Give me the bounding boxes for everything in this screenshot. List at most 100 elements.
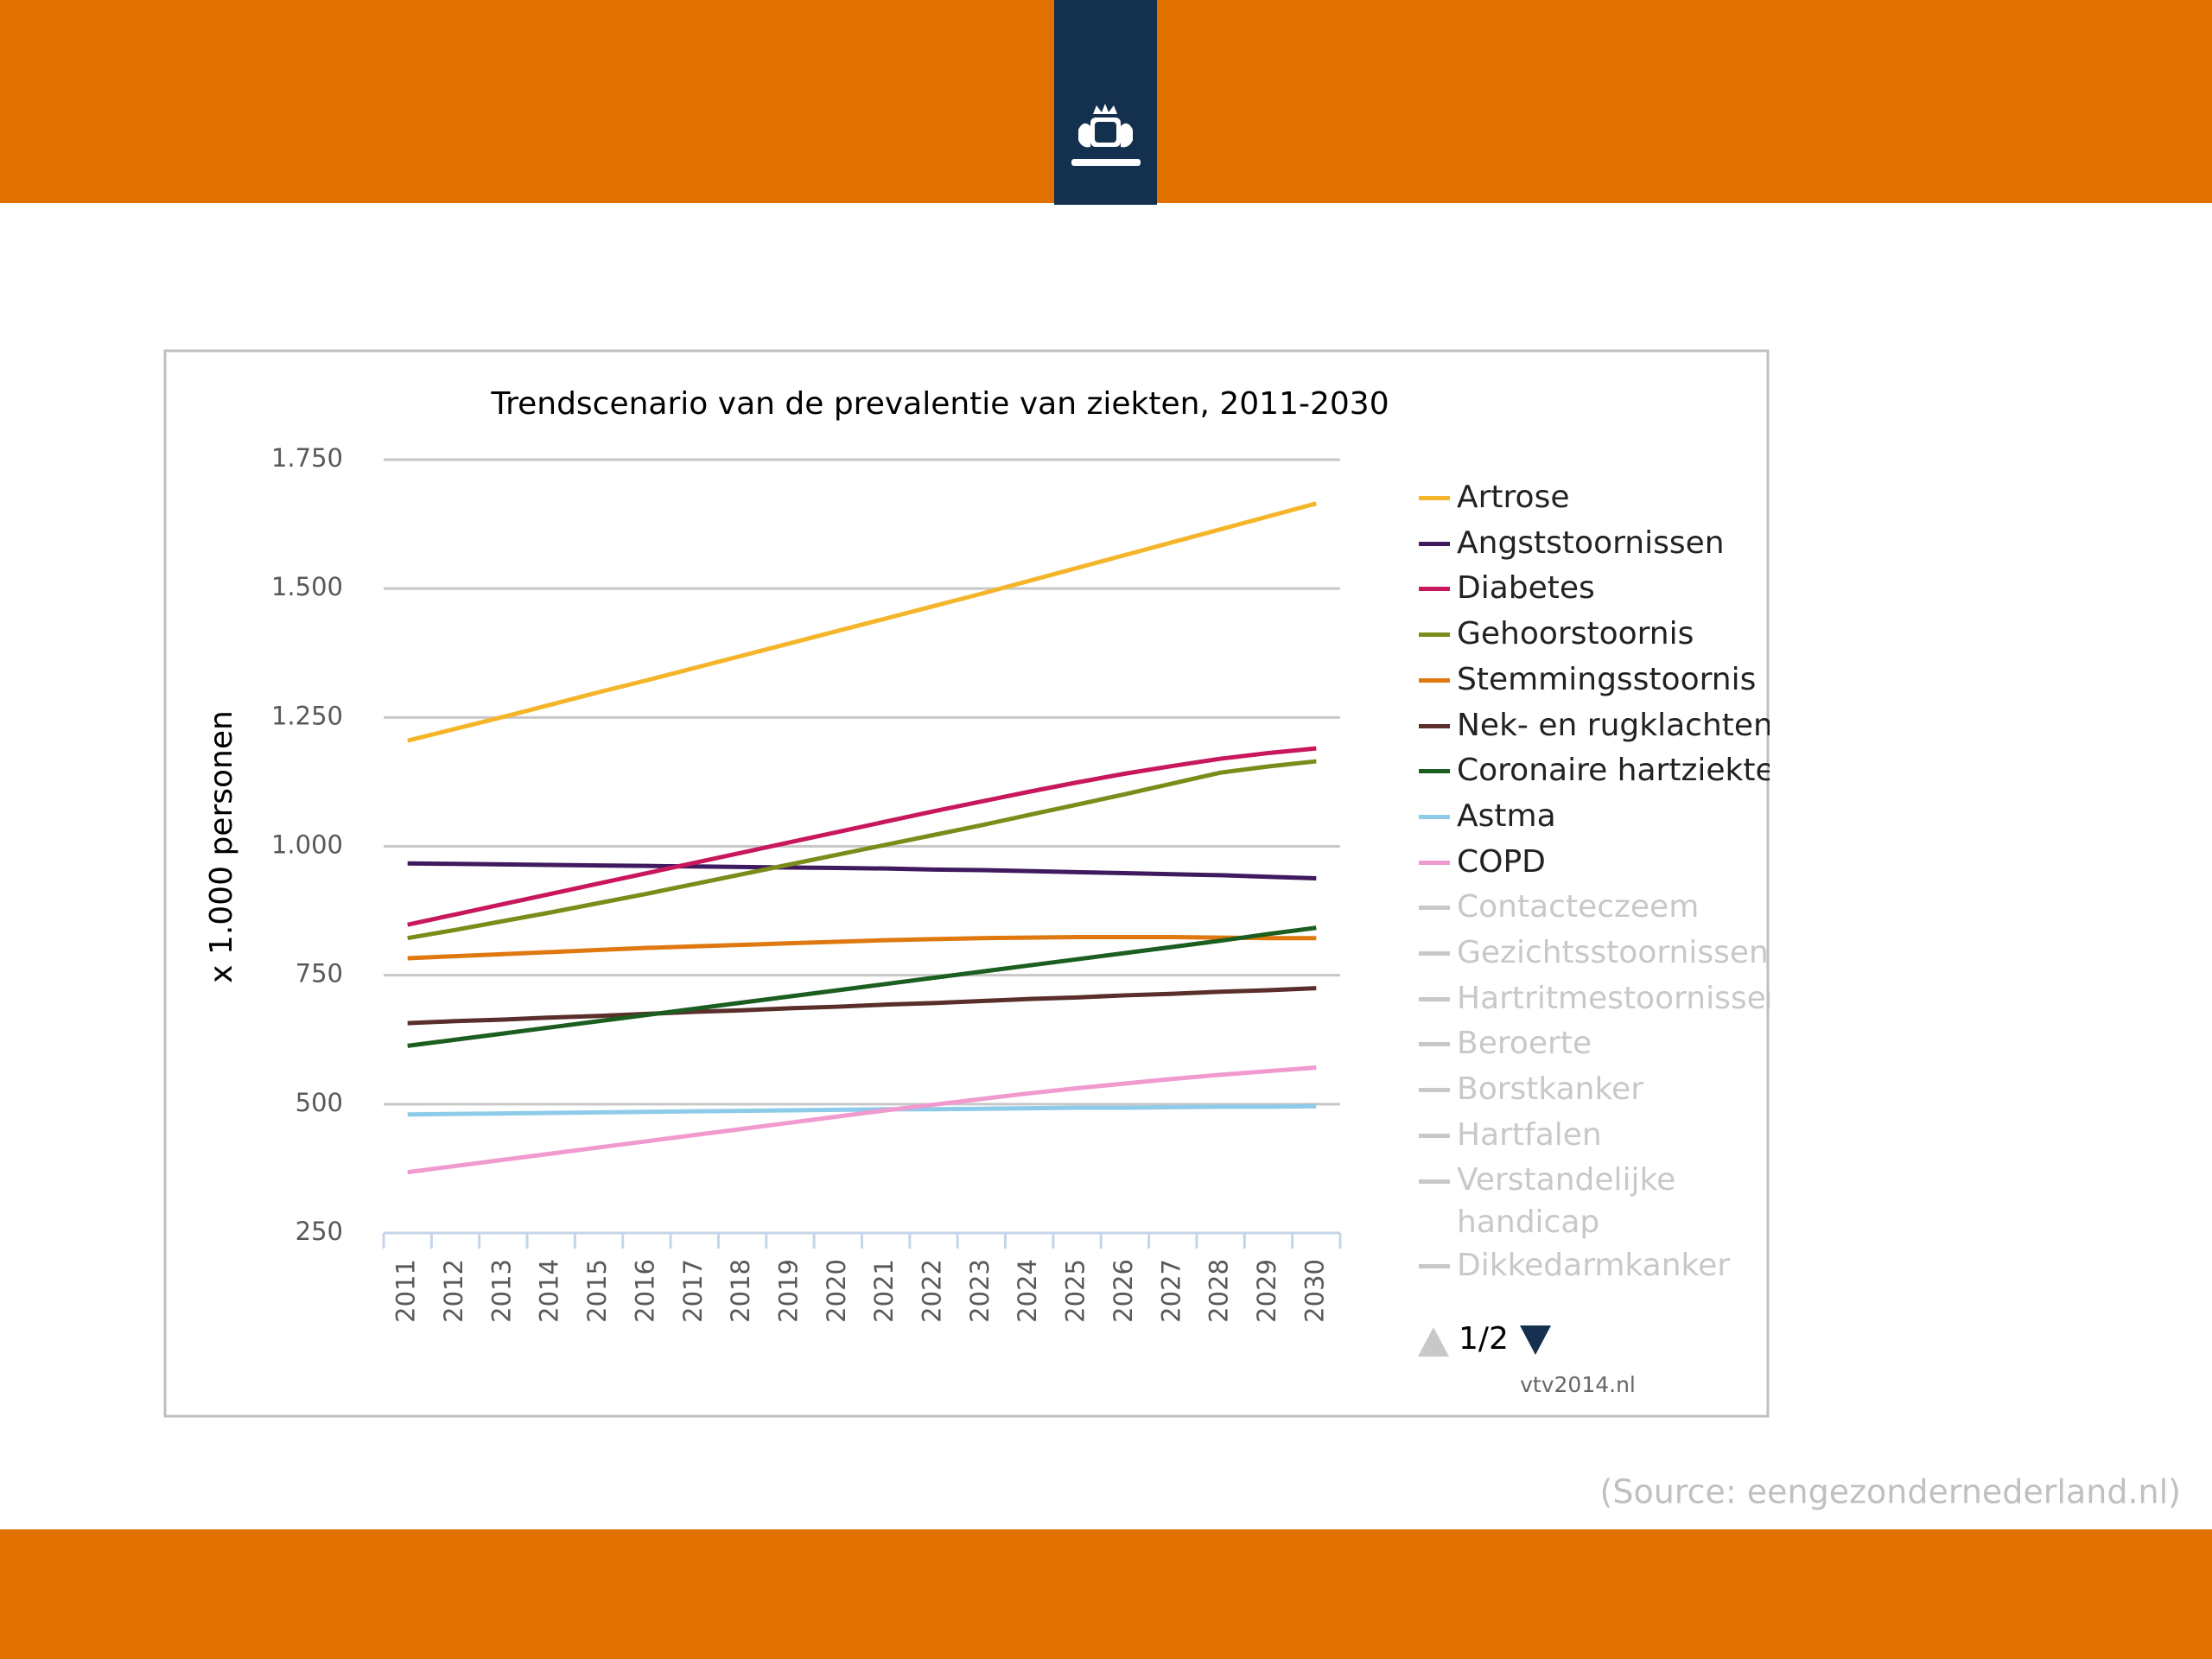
legend-item[interactable]: Beroerte	[1414, 1021, 1770, 1067]
legend-label: Beroerte	[1457, 1026, 1592, 1062]
legend-swatch	[1419, 814, 1450, 819]
source-note: (Source: eengezondernederland.nl)	[1600, 1473, 2181, 1511]
legend-item[interactable]: Gezichtsstoornissen	[1414, 931, 1770, 976]
legend-pager[interactable]: 1/2	[1459, 1321, 1509, 1357]
legend-swatch	[1419, 496, 1450, 500]
legend-swatch	[1419, 1263, 1450, 1268]
x-tick-label: 2029	[1252, 1259, 1281, 1323]
legend-item[interactable]: Gehoorstoornis	[1414, 612, 1770, 658]
legend-item[interactable]: Artrose	[1414, 475, 1770, 521]
chart-title: Trendscenario van de prevalentie van zie…	[490, 386, 1389, 422]
legend-label: Gezichtsstoornissen	[1457, 935, 1769, 971]
legend: Artrose Angststoornissen Diabetes Gehoorsto…	[1414, 475, 1770, 1305]
legend-item[interactable]: Coronaire hartziekten	[1414, 748, 1770, 794]
legend-swatch	[1419, 632, 1450, 638]
y-tick-label: 1.250	[271, 701, 343, 730]
x-tick-label: 2025	[1061, 1259, 1090, 1323]
line-series	[407, 501, 1317, 743]
x-tick-label: 2014	[535, 1259, 564, 1323]
legend-label: Diabetes	[1457, 570, 1595, 607]
legend-swatch	[1419, 996, 1450, 1001]
legend-swatch	[1419, 1179, 1450, 1184]
x-tick-label: 2027	[1156, 1259, 1185, 1323]
legend-label: Angststoornissen	[1457, 524, 1725, 561]
legend-swatch	[1419, 951, 1450, 957]
x-tick-label: 2024	[1013, 1259, 1042, 1323]
x-tick-label: 2020	[822, 1259, 851, 1323]
x-tick-label: 2028	[1205, 1259, 1234, 1323]
y-axis-label: x 1.000 personen	[204, 710, 239, 983]
legend-swatch	[1419, 541, 1450, 546]
legend-label: Hartfalen	[1457, 1116, 1602, 1153]
legend-item[interactable]: Astma	[1414, 794, 1770, 840]
legend-swatch	[1419, 1133, 1450, 1138]
legend-item[interactable]: Verstandelijke handicap	[1414, 1159, 1770, 1243]
x-tick-label: 2017	[678, 1259, 708, 1323]
legend-label: Gehoorstoornis	[1457, 616, 1694, 652]
legend-item[interactable]: Stemmingsstoornis	[1414, 658, 1770, 703]
legend-label: Contacteczeem	[1457, 889, 1700, 925]
legend-swatch	[1419, 769, 1450, 774]
bottom-bar	[0, 1529, 2212, 1659]
legend-swatch	[1419, 587, 1450, 592]
line-series	[407, 1065, 1317, 1175]
x-tick-label: 2016	[630, 1259, 659, 1323]
x-tick-label: 2022	[918, 1259, 947, 1323]
x-tick-label: 2015	[582, 1259, 612, 1323]
y-tick-label: 750	[296, 959, 343, 988]
legend-label: Astma	[1457, 798, 1556, 834]
legend-label: Artrose	[1457, 480, 1570, 515]
x-tick-label: 2019	[773, 1259, 803, 1323]
legend-label: Hartritmestoornissen	[1457, 980, 1770, 1016]
line-series	[407, 746, 1317, 927]
legend-label: COPD	[1457, 843, 1546, 880]
legend-label: Coronaire hartziekten	[1457, 753, 1770, 789]
legend-item[interactable]: Dikkedarmkanker	[1414, 1243, 1770, 1289]
legend-item[interactable]: Diabetes	[1414, 566, 1770, 612]
legend-label: Stemmingsstoornis	[1457, 661, 1757, 697]
y-tick-label: 250	[296, 1217, 343, 1246]
logo-shield	[1095, 122, 1116, 143]
legend-item[interactable]: Contacteczeem	[1414, 885, 1770, 931]
x-tick-label: 2018	[726, 1259, 755, 1323]
x-tick-label: 2023	[965, 1259, 995, 1323]
line-series	[407, 861, 1317, 880]
line-series	[407, 935, 1317, 961]
x-tick-label: 2021	[869, 1259, 899, 1323]
legend-item[interactable]: Hartritmestoornissen	[1414, 976, 1770, 1022]
credit: vtv2014.nl	[1520, 1372, 1636, 1397]
pager-up[interactable]	[1418, 1327, 1449, 1357]
x-tick-label: 2026	[1109, 1259, 1138, 1323]
legend-swatch	[1419, 723, 1450, 728]
legend-swatch	[1419, 906, 1450, 911]
y-tick-label: 1.500	[271, 572, 343, 601]
legend-label: Dikkedarmkanker	[1457, 1247, 1731, 1283]
legend-item[interactable]: Nek- en rugklachten	[1414, 703, 1770, 749]
legend-swatch	[1419, 860, 1450, 865]
x-tick-label: 2012	[439, 1259, 468, 1323]
legend-swatch	[1419, 677, 1450, 683]
line-series	[407, 986, 1317, 1026]
line-series	[407, 925, 1317, 1048]
legend-label: Borstkanker	[1457, 1071, 1643, 1108]
y-tick-label: 1.750	[271, 443, 343, 473]
legend-swatch	[1419, 1088, 1450, 1093]
y-tick-label: 500	[296, 1088, 343, 1117]
x-tick-label: 2030	[1300, 1259, 1329, 1323]
legend-item[interactable]: Angststoornissen	[1414, 521, 1770, 567]
y-tick-label: 1.000	[271, 830, 343, 860]
pager-down[interactable]	[1520, 1325, 1551, 1355]
x-tick-label: 2011	[391, 1259, 421, 1323]
x-tick-label: 2013	[486, 1259, 516, 1323]
logo-block	[1054, 0, 1157, 205]
line-series	[407, 759, 1317, 941]
legend-swatch	[1419, 1042, 1450, 1047]
legend-label: Nek- en rugklachten	[1457, 707, 1770, 743]
legend-label: Verstandelijke handicap	[1457, 1161, 1676, 1240]
line-series	[407, 1103, 1317, 1117]
legend-item[interactable]: COPD	[1414, 840, 1770, 886]
legend-item[interactable]: Borstkanker	[1414, 1067, 1770, 1113]
legend-item[interactable]: Hartfalen	[1414, 1113, 1770, 1159]
